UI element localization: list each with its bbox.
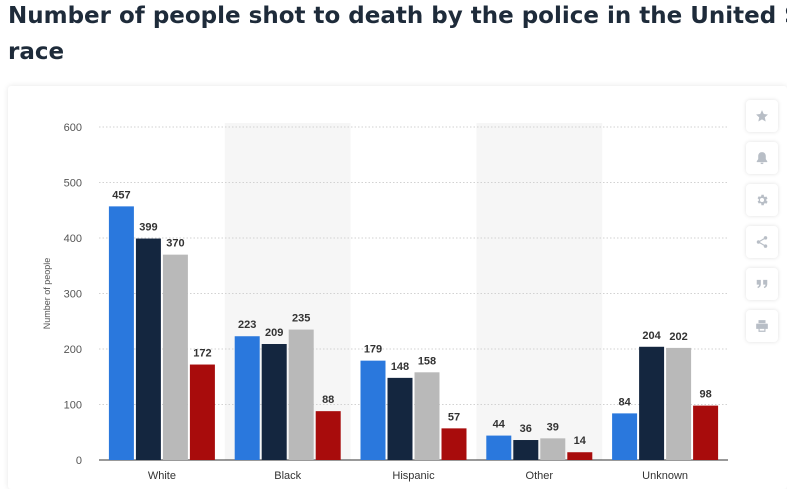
data-label: 204 [642,330,661,342]
x-tick-label: Unknown [642,470,688,482]
data-label: 14 [574,435,587,447]
bell-icon [756,152,768,165]
bar [567,452,593,460]
x-tick-label: Other [526,470,554,482]
y-tick-label: 100 [64,400,82,412]
bar [135,238,161,460]
data-label: 44 [493,419,506,431]
bar [666,347,692,460]
page-title: Number of people shot to death by the po… [8,0,787,74]
bar [387,377,413,460]
x-tick-label: White [148,470,176,482]
y-tick-label: 400 [64,233,82,245]
print-button[interactable] [746,310,778,342]
share-icon [756,236,768,248]
bar [693,405,719,460]
bar [486,435,512,460]
bar [288,329,314,460]
data-label: 235 [292,313,310,325]
gear-icon [757,194,768,206]
share-button[interactable] [746,226,778,258]
data-label: 370 [166,238,184,250]
bar [162,254,188,460]
category-band [476,123,603,460]
citation-button[interactable] [746,268,778,300]
bar [360,360,386,460]
bar [639,346,665,460]
data-label: 172 [193,348,211,360]
y-tick-label: 200 [64,344,82,356]
quote-icon [756,279,768,289]
data-label: 39 [547,421,559,433]
settings-button[interactable] [746,184,778,216]
y-tick-label: 600 [64,122,82,134]
bar [414,372,440,460]
bar [441,428,467,460]
page-title-line-1: Number of people shot to death by the po… [8,3,787,29]
data-label: 179 [364,344,382,356]
data-label: 457 [112,189,130,201]
bar [612,413,638,460]
print-icon [756,320,768,332]
y-tick-label: 500 [64,178,82,190]
data-label: 223 [238,319,256,331]
bar [189,364,215,460]
y-tick-label: 300 [64,289,82,301]
data-label: 36 [520,423,532,435]
data-label: 202 [669,331,687,343]
y-tick-label: 0 [76,455,82,467]
bar [261,344,287,460]
x-tick-label: Black [274,470,301,482]
bar [540,438,566,460]
x-tick-label: Hispanic [392,470,435,482]
data-label: 399 [139,222,157,234]
page-title-line-2: race [8,39,65,65]
star-icon [756,110,768,122]
data-label: 148 [391,361,409,373]
data-label: 158 [418,355,436,367]
data-label: 98 [699,389,711,401]
notification-button[interactable] [746,142,778,174]
data-label: 84 [618,396,631,408]
bar [108,206,134,460]
bar [513,440,539,460]
data-label: 88 [322,394,334,406]
data-label: 209 [265,327,283,339]
data-label: 57 [448,411,460,423]
favorite-button[interactable] [746,100,778,132]
y-axis-label: Number of people [42,258,52,330]
bar [315,411,341,460]
bar [234,336,260,460]
